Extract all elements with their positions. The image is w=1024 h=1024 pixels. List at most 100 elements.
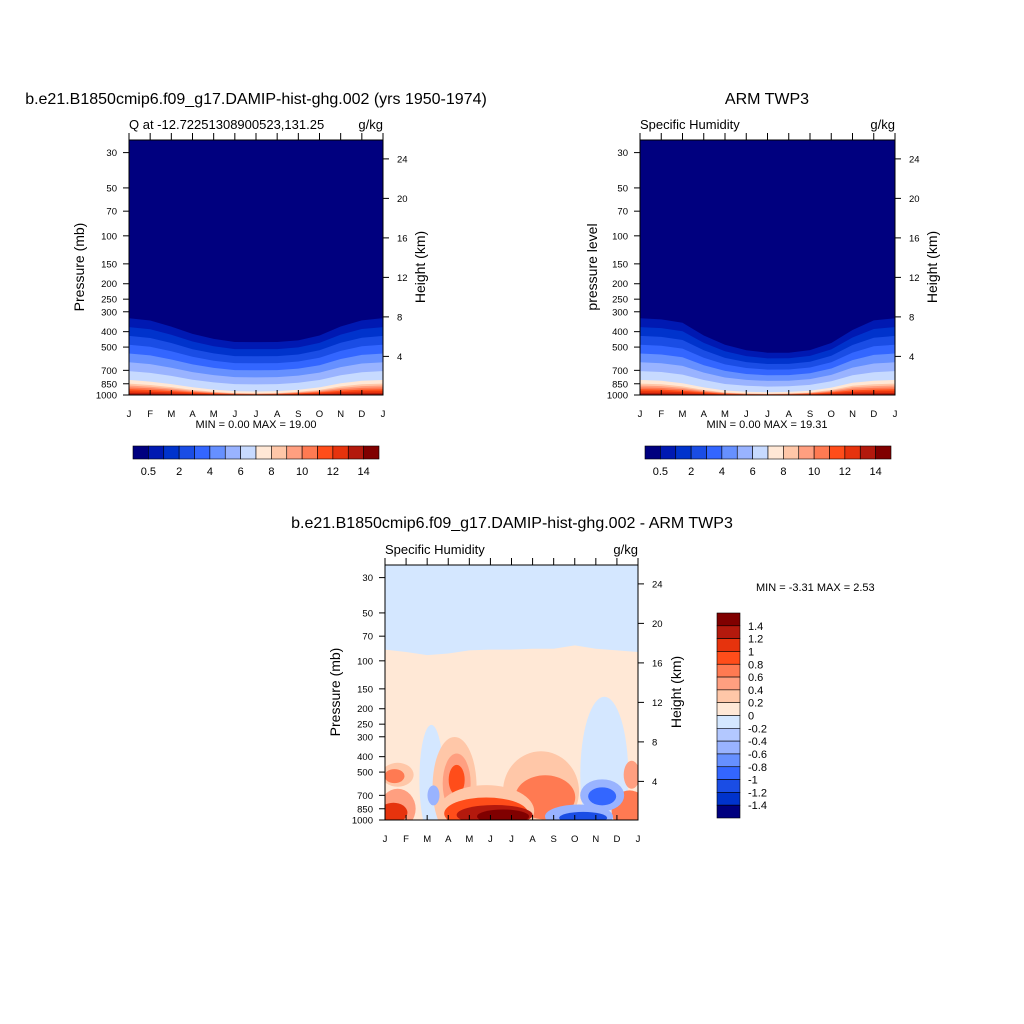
y-tick-label: 70 [106, 207, 117, 218]
y-tick-label: 500 [101, 343, 117, 354]
x-tick-label: O [571, 834, 578, 845]
y2-tick-label: 16 [652, 658, 663, 669]
x-tick-label: F [147, 409, 153, 420]
y-tick-label: 200 [357, 704, 373, 715]
y-tick-label: 50 [106, 183, 117, 194]
x-tick-label: A [445, 834, 452, 845]
x-tick-label: S [295, 409, 301, 420]
colorbar-label: 4 [719, 466, 725, 478]
x-tick-label: D [613, 834, 620, 845]
panel1-right-label: g/kg [358, 117, 383, 132]
y-tick-label: 250 [101, 295, 117, 306]
colorbar-box [163, 445, 180, 460]
y-tick-label: 500 [357, 768, 373, 779]
colorbar-box [716, 612, 741, 627]
x-tick-label: J [488, 834, 493, 845]
diff-features [385, 696, 638, 820]
y-tick-label: 50 [362, 608, 373, 619]
colorbar-box [716, 728, 741, 742]
colorbar-box [706, 445, 723, 460]
colorbar-label: 0.6 [748, 672, 763, 684]
x-tick-label: M [210, 409, 218, 420]
colorbar-box [255, 445, 272, 460]
x-tick-label: A [274, 409, 281, 420]
x-tick-label: J [893, 409, 898, 420]
colorbar-label: 12 [327, 466, 339, 478]
colorbar-label: 12 [839, 466, 851, 478]
colorbar-box [716, 651, 741, 665]
y-tick-label: 100 [612, 231, 628, 242]
y-tick-label: 50 [617, 183, 628, 194]
y2-tick-label: 24 [652, 579, 663, 590]
colorbar-box [240, 445, 257, 460]
x-tick-label: S [550, 834, 556, 845]
panel2-ylabel2: Height (km) [924, 231, 940, 303]
colorbar-box [798, 445, 815, 460]
y2-tick-label: 16 [397, 233, 408, 244]
colorbar-box [209, 445, 226, 460]
x-tick-label: J [636, 834, 641, 845]
colorbar-box [716, 715, 741, 729]
panel2-minmax: MIN = 0.00 MAX = 19.31 [706, 419, 827, 431]
colorbar-box [716, 753, 741, 768]
colorbar-label: -0.6 [748, 749, 767, 761]
x-tick-label: J [383, 834, 388, 845]
colorbar-label: 0.8 [748, 659, 763, 671]
diff-warm-feature [385, 769, 405, 784]
colorbar-box [844, 445, 861, 460]
colorbar-box [132, 445, 149, 460]
diff-warm-feature [477, 809, 530, 820]
x-tick-label: M [167, 409, 175, 420]
x-tick-label: O [316, 409, 323, 420]
colorbar-box [675, 445, 692, 460]
y-tick-label: 30 [617, 148, 628, 159]
panel2-title: ARM TWP3 [725, 91, 809, 108]
panel2-left-label: Specific Humidity [640, 117, 740, 132]
y2-tick-label: 20 [397, 194, 408, 205]
colorbar-label: 0.5 [141, 466, 156, 478]
panel1-ylabel: Pressure (mb) [71, 223, 87, 312]
colorbar-box [271, 445, 288, 460]
colorbar-label: -1.2 [748, 787, 767, 799]
x-tick-label: A [786, 409, 793, 420]
y2-tick-label: 12 [652, 698, 663, 709]
y-tick-label: 300 [357, 732, 373, 743]
y2-tick-label: 8 [652, 737, 657, 748]
diff-cool-feature [559, 811, 608, 820]
y2-tick-label: 8 [397, 312, 402, 323]
x-tick-label: J [232, 409, 237, 420]
y2-tick-label: 20 [652, 619, 663, 630]
colorbar-label: 2 [176, 466, 182, 478]
y-tick-label: 100 [101, 231, 117, 242]
x-tick-label: D [358, 409, 365, 420]
colorbar-box [752, 445, 769, 460]
x-tick-label: M [721, 409, 729, 420]
x-tick-label: M [679, 409, 687, 420]
y-tick-label: 850 [612, 379, 628, 390]
y-tick-label: 700 [357, 791, 373, 802]
colorbar-box [301, 445, 318, 460]
panel2-colorbar: 0.5 2 4 6 8 10 12 14 [644, 445, 892, 478]
colorbar-box [363, 445, 380, 460]
colorbar-label: 8 [780, 466, 786, 478]
colorbar-box [178, 445, 195, 460]
colorbar-label: 10 [296, 466, 308, 478]
colorbar-box [875, 445, 892, 460]
panel1-left-label: Q at -12.72251308900523,131.25 [129, 117, 324, 132]
colorbar-label: 1.2 [748, 634, 763, 646]
colorbar-label: 6 [238, 466, 244, 478]
colorbar-box [716, 676, 741, 691]
diff-warm-feature [623, 760, 638, 789]
colorbar-label: 0.2 [748, 698, 763, 710]
colorbar-box [716, 663, 741, 678]
x-tick-label: J [744, 409, 749, 420]
colorbar-box [721, 445, 738, 460]
x-tick-label: J [638, 409, 643, 420]
colorbar-box [829, 445, 846, 460]
panel3-ylabel: Pressure (mb) [327, 648, 343, 737]
x-tick-label: D [870, 409, 877, 420]
colorbar-label: 14 [870, 466, 882, 478]
y-tick-label: 250 [357, 720, 373, 731]
